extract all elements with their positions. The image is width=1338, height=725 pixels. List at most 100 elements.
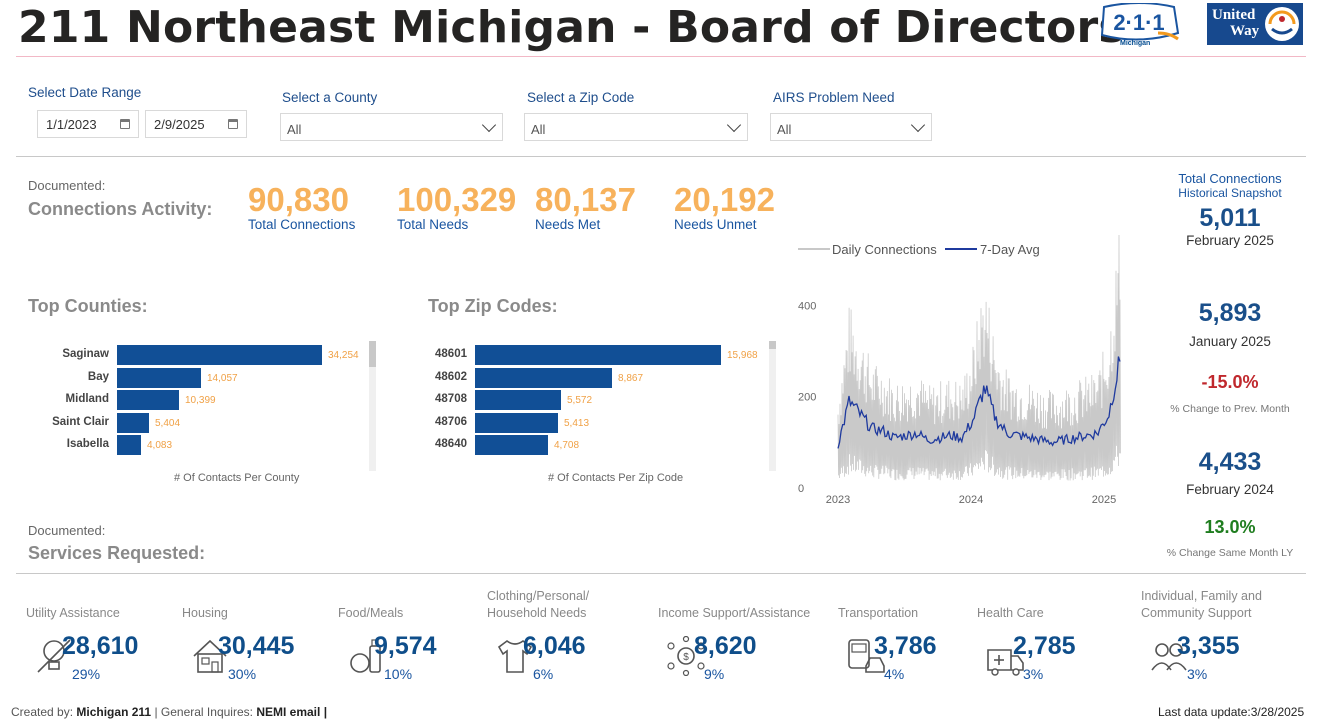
connections-heading: Connections Activity: — [28, 199, 213, 219]
service-count: 2,785 — [1013, 632, 1076, 660]
counties-axis-caption: # Of Contacts Per County — [174, 472, 300, 484]
snapshot-title: Total Connections — [1178, 171, 1282, 186]
bar-value-label: 14,057 — [207, 372, 238, 384]
people-icon — [1151, 643, 1187, 671]
kpi-value: 20,192 — [674, 181, 775, 218]
top-zips-heading: Top Zip Codes: — [428, 296, 558, 316]
title-divider — [16, 56, 1306, 57]
ly-month-change-note: % Change Same Month LY — [1166, 547, 1294, 559]
last-update-value: 3/28/2025 — [1250, 705, 1305, 719]
svg-text:$: $ — [683, 652, 689, 663]
created-by-label: Created by: — [11, 705, 74, 719]
michigan-211-logo: 2·1·1 — [1100, 3, 1180, 41]
zip-value: All — [531, 122, 546, 137]
bar[interactable] — [117, 390, 179, 410]
service-category-label: Housing — [182, 606, 228, 620]
service-category-label: Income Support/Assistance — [658, 606, 811, 620]
y-tick-label: 200 — [798, 392, 816, 404]
daily-connections-line-chart: Daily Connections 7-Day Avg 0 200 400 2023 202… — [798, 235, 1121, 506]
bar-label: 48706 — [435, 415, 467, 428]
date-start-input[interactable]: 1/1/2023 — [37, 110, 139, 138]
historical-snapshot: Total Connections Historical Snapshot 5,… — [1150, 171, 1310, 248]
footer-credits: Created by: Michigan 211 | General Inqui… — [11, 705, 327, 719]
date-end-input[interactable]: 2/9/2025 — [145, 110, 247, 138]
shirt-icon — [497, 640, 533, 673]
zips-axis-caption: # Of Contacts Per Zip Code — [548, 472, 684, 484]
bar[interactable] — [475, 435, 548, 455]
airs-value: All — [777, 122, 792, 137]
bar[interactable] — [117, 435, 141, 455]
bar[interactable] — [117, 412, 149, 433]
kpi-total-needs: 100,329 Total Needs — [397, 183, 516, 233]
service-count: 6,046 — [523, 632, 586, 660]
x-tick-label: 2024 — [959, 494, 983, 506]
bar[interactable] — [475, 345, 721, 365]
bar[interactable] — [117, 345, 322, 365]
bar-value-label: 8,867 — [618, 372, 644, 384]
bar-label: Saginaw — [62, 348, 109, 360]
bar-value-label: 5,404 — [155, 417, 181, 429]
service-percent: 4% — [884, 666, 905, 682]
prev-month-change: -15.0% — [1201, 372, 1259, 392]
legend-label-daily: Daily Connections — [832, 242, 937, 257]
bar-label: 48708 — [435, 393, 467, 405]
ly-month-label: February 2024 — [1186, 482, 1274, 497]
ly-month-change: 13.0% — [1204, 517, 1256, 537]
snapshot-subtitle: Historical Snapshot — [1178, 186, 1282, 200]
documented-label: Documented: — [28, 178, 106, 193]
food-icon — [350, 639, 381, 673]
date-start-value: 1/1/2023 — [46, 117, 97, 132]
daily-connections-series — [837, 235, 1121, 481]
chevron-down-icon[interactable] — [481, 117, 497, 133]
counties-scrollbar[interactable] — [369, 341, 376, 471]
service-category-label: Clothing/Personal/ Household Needs — [487, 589, 590, 620]
kpi-value: 90,830 — [248, 181, 349, 218]
bar-value-label: 5,413 — [564, 417, 590, 429]
svg-text:2·1·1: 2·1·1 — [1113, 10, 1164, 35]
zip-dropdown[interactable]: All — [524, 113, 748, 141]
services-divider — [16, 573, 1306, 574]
service-percent: 10% — [384, 666, 413, 682]
bar[interactable] — [475, 412, 558, 433]
bar-label: Saint Clair — [52, 415, 109, 428]
chevron-down-icon[interactable] — [726, 117, 742, 133]
bar-label: Bay — [87, 370, 109, 383]
service-category-label: Transportation — [838, 606, 919, 620]
kpi-needs-unmet: 20,192 Needs Unmet — [674, 181, 775, 233]
bar-value-label: 4,708 — [554, 440, 580, 451]
logo-211-subtitle: Michigan — [1120, 40, 1151, 47]
kpi-needs-met: 80,137 Needs Met — [535, 183, 636, 233]
top-counties-chart: Saginaw 34,254 Bay 14,057 Midland 10,399 Saint… — [20, 345, 380, 470]
bar-label: 48602 — [435, 370, 467, 383]
service-percent: 30% — [228, 666, 257, 682]
kpi-label: Needs Met — [535, 217, 601, 232]
bar[interactable] — [475, 367, 612, 388]
calendar-icon[interactable] — [120, 119, 130, 129]
service-category-label: Food/Meals — [338, 606, 404, 620]
x-tick-label: 2025 — [1092, 494, 1116, 506]
service-count: 3,786 — [874, 632, 937, 660]
chevron-down-icon[interactable] — [910, 117, 926, 133]
service-percent: 3% — [1023, 666, 1044, 682]
scrollbar-thumb[interactable] — [369, 341, 376, 367]
bar-label: 48640 — [435, 438, 467, 450]
bar-value-label: 4,083 — [147, 440, 173, 451]
scrollbar-thumb[interactable] — [769, 341, 776, 349]
united-way-emblem-icon — [1265, 7, 1299, 41]
date-range-label: Select Date Range — [28, 85, 142, 100]
inquiries-link[interactable]: NEMI email — [256, 705, 321, 719]
bar[interactable] — [117, 367, 201, 388]
service-percent: 29% — [72, 666, 101, 682]
county-dropdown[interactable]: All — [280, 113, 503, 141]
zips-scrollbar[interactable] — [769, 341, 776, 471]
service-category-label: Health Care — [977, 606, 1044, 620]
bar-label: Midland — [65, 393, 109, 405]
kpi-label: Needs Unmet — [674, 217, 757, 232]
bar[interactable] — [475, 390, 561, 410]
service-category-label: Utility Assistance — [26, 606, 120, 620]
calendar-icon[interactable] — [228, 119, 238, 129]
service-percent: 9% — [704, 666, 725, 682]
airs-dropdown[interactable]: All — [770, 113, 932, 141]
current-month-label: February 2025 — [1186, 233, 1274, 248]
prev-month-change-note: % Change to Prev. Month — [1170, 403, 1290, 415]
